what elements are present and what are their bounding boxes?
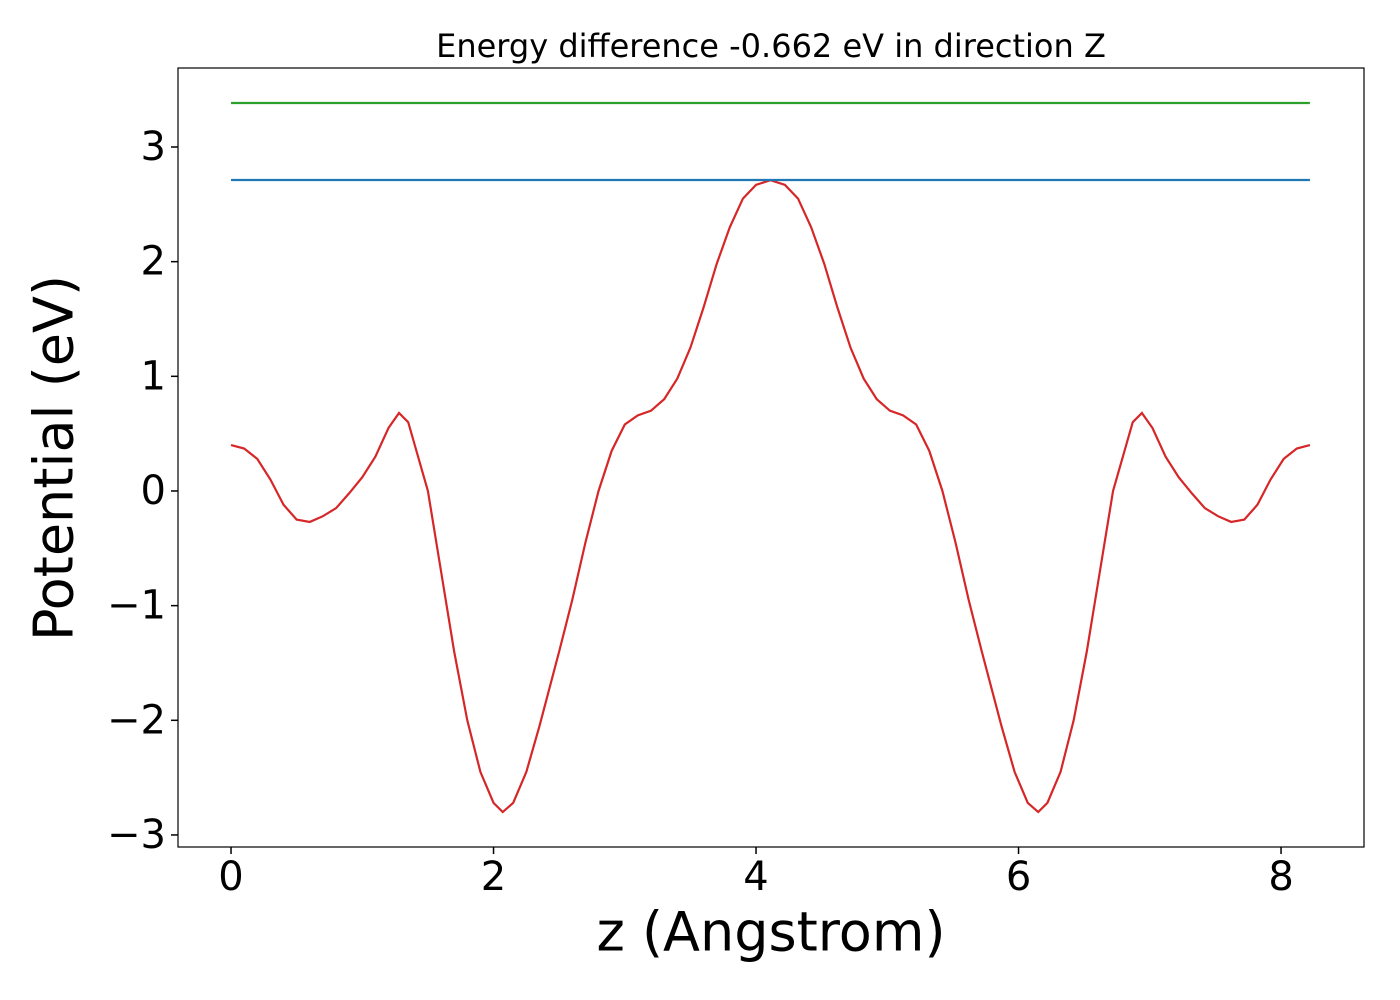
data-line — [230, 179, 1311, 814]
x-tick-label: 8 — [1268, 854, 1293, 900]
chart-title: Energy difference -0.662 eV in direction… — [436, 27, 1106, 65]
y-tick-label: 2 — [141, 239, 166, 285]
y-axis-label: Potential (eV) — [23, 275, 86, 641]
y-tick-label: 0 — [141, 468, 166, 514]
y-tick-label: −3 — [107, 812, 166, 858]
y-tick-label: −1 — [107, 583, 166, 629]
y-tick-label: −2 — [107, 697, 166, 743]
x-axis-label: z (Angstrom) — [596, 901, 945, 964]
x-tick-label: 4 — [743, 854, 768, 900]
y-tick-label: 3 — [141, 124, 166, 170]
y-tick-label: 1 — [141, 353, 166, 399]
x-tick-label: 2 — [481, 854, 506, 900]
plot-frame — [177, 67, 1365, 848]
x-tick-label: 6 — [1006, 854, 1031, 900]
x-tick-label: 0 — [218, 854, 243, 900]
